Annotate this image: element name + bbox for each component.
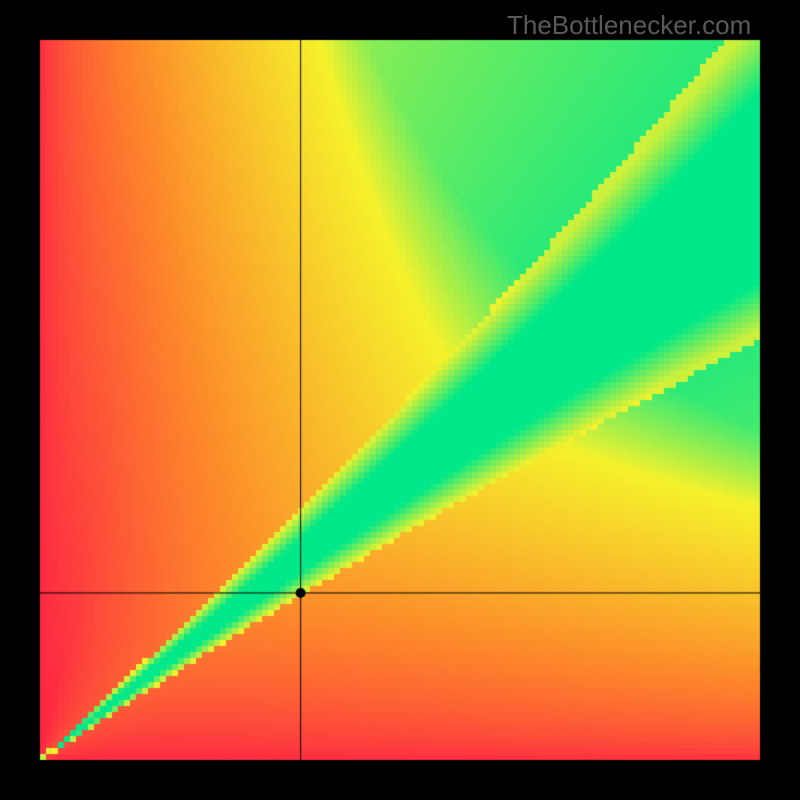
bottleneck-heatmap [0,0,800,800]
watermark-text: TheBottlenecker.com [507,10,751,41]
